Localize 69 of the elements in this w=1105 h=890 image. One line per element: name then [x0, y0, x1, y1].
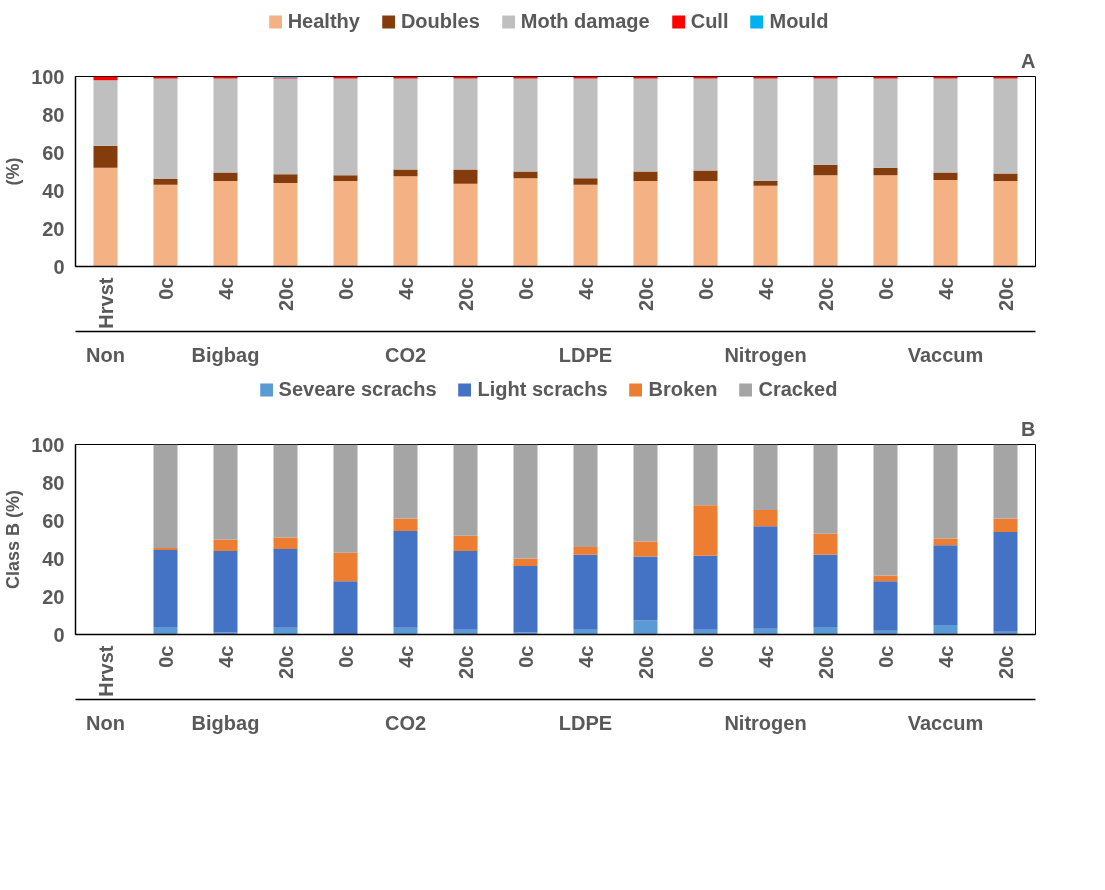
x-tick-label: 4c [934, 645, 957, 668]
y-tick-label: 20 [42, 217, 65, 240]
y-tick-label: 60 [42, 509, 65, 532]
x-tick-label: 0c [694, 645, 717, 668]
legend-label: Healthy [287, 9, 360, 33]
x-tick-label: 0c [154, 645, 177, 668]
x-tick-label: 20c [634, 645, 657, 679]
x-tick-label: 20c [454, 645, 477, 679]
y-tick-label: 60 [42, 141, 65, 164]
x-tick-label: 20c [274, 645, 297, 679]
text: CO2 [384, 711, 427, 734]
chart-title: B [1021, 417, 1036, 440]
x-tick-label: 20c [454, 277, 477, 311]
y-tick-label: 40 [42, 547, 65, 570]
x-tick-label: 20c [274, 277, 297, 311]
text: Non [86, 343, 125, 366]
legend-label: Mould [769, 9, 829, 33]
x-tick-label: Hrvst [94, 645, 117, 697]
x-tick-label: 20c [634, 277, 657, 311]
text: LDPE [558, 343, 613, 366]
x-tick-label: 0c [154, 277, 177, 300]
x-tick-label: 0c [334, 277, 357, 300]
chart-title: A [1021, 49, 1036, 72]
y-tick-label: 80 [42, 471, 65, 494]
y-tick-label: 20 [42, 585, 65, 608]
x-tick-label: 4c [394, 645, 417, 668]
x-tick-label: 4c [754, 277, 777, 300]
x-tick-label: 20c [994, 277, 1017, 311]
x-tick-label: 4c [394, 277, 417, 300]
y-tick-label: 80 [42, 103, 65, 126]
x-tick-label: Hrvst [94, 277, 117, 329]
legend-label: Cracked [758, 377, 838, 401]
y-axis-title: (%) [3, 157, 24, 186]
y-tick-label: 40 [42, 179, 65, 202]
text: Bigbag [191, 343, 260, 366]
y-tick-label: 100 [31, 65, 65, 88]
legend-label: Light scrachs [477, 377, 608, 401]
x-tick-label: 0c [334, 645, 357, 668]
x-tick-label: 20c [814, 277, 837, 311]
x-tick-label: 4c [214, 277, 237, 300]
x-tick-label: 0c [874, 645, 897, 668]
text: Nitrogen [724, 711, 807, 734]
x-tick-label: 0c [514, 277, 537, 300]
text: Bigbag [191, 711, 260, 734]
text: Vaccum [907, 343, 984, 366]
x-tick-label: 0c [874, 277, 897, 300]
x-tick-label: 20c [994, 645, 1017, 679]
x-tick-label: 4c [574, 645, 597, 668]
text: Non [86, 711, 125, 734]
x-tick-label: 4c [754, 645, 777, 668]
legend-label: Moth damage [520, 9, 650, 33]
x-tick-label: 4c [934, 277, 957, 300]
text: Vaccum [907, 711, 984, 734]
legend-label: Broken [648, 377, 718, 401]
legend-label: Cull [690, 9, 729, 33]
x-tick-label: 0c [514, 645, 537, 668]
x-tick-label: 0c [694, 277, 717, 300]
y-axis-title: Class B (%) [3, 489, 24, 590]
text: LDPE [558, 711, 613, 734]
text: Nitrogen [724, 343, 807, 366]
x-tick-label: 20c [814, 645, 837, 679]
y-tick-label: 100 [31, 433, 65, 456]
y-tick-label: 0 [53, 623, 65, 646]
legend-label: Doubles [400, 9, 480, 33]
legend-label: Seveare scrachs [278, 377, 437, 401]
x-tick-label: 4c [214, 645, 237, 668]
y-tick-label: 0 [53, 255, 65, 278]
x-tick-label: 4c [574, 277, 597, 300]
text: CO2 [384, 343, 427, 366]
